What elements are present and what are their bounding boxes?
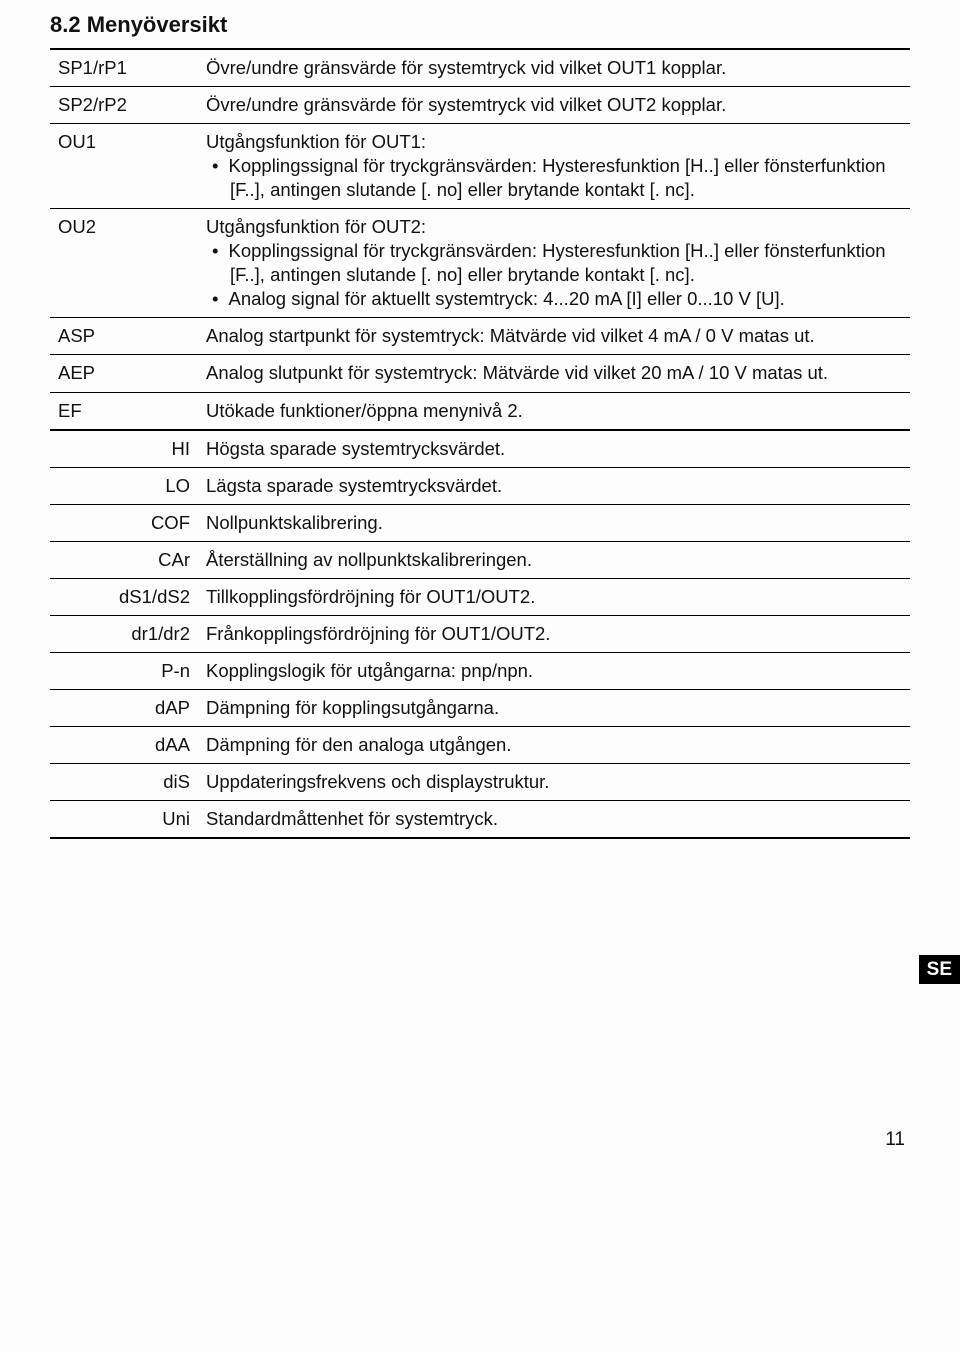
table-row: dAPDämpning för kopplingsutgångarna. (50, 689, 910, 726)
table-row: SP1/rP1Övre/undre gränsvärde för systemt… (50, 49, 910, 87)
row-label: LO (50, 467, 198, 504)
row-description: Högsta sparade systemtrycksvärdet. (198, 430, 910, 468)
bullet-list: Kopplingssignal för tryckgränsvärden: Hy… (206, 154, 902, 202)
bullet-list: Kopplingssignal för tryckgränsvärden: Hy… (206, 239, 902, 311)
row-label: OU1 (50, 124, 198, 209)
table-row: LOLägsta sparade systemtrycksvärdet. (50, 467, 910, 504)
table-row: EFUtökade funktioner/öppna menynivå 2. (50, 392, 910, 430)
row-description: Standardmåttenhet för systemtryck. (198, 801, 910, 839)
table-row: AEPAnalog slutpunkt för systemtryck: Mät… (50, 355, 910, 392)
table-row: P-nKopplingslogik för utgångarna: pnp/np… (50, 652, 910, 689)
row-label: Uni (50, 801, 198, 839)
table-row: HIHögsta sparade systemtrycksvärdet. (50, 430, 910, 468)
row-description: Analog slutpunkt för systemtryck: Mätvär… (198, 355, 910, 392)
row-label: OU2 (50, 209, 198, 318)
bullet-item: Kopplingssignal för tryckgränsvärden: Hy… (230, 239, 902, 287)
row-label: CAr (50, 541, 198, 578)
row-label: EF (50, 392, 198, 430)
menu-table: SP1/rP1Övre/undre gränsvärde för systemt… (50, 48, 910, 839)
row-label: dAP (50, 689, 198, 726)
section-heading: 8.2 Menyöversikt (50, 12, 910, 38)
table-row: diSUppdateringsfrekvens och displaystruk… (50, 763, 910, 800)
table-row: OU2Utgångsfunktion för OUT2:Kopplingssig… (50, 209, 910, 318)
row-description: Utgångsfunktion för OUT1:Kopplingssignal… (198, 124, 910, 209)
row-label: P-n (50, 652, 198, 689)
row-description: Uppdateringsfrekvens och displaystruktur… (198, 763, 910, 800)
row-description: Kopplingslogik för utgångarna: pnp/npn. (198, 652, 910, 689)
page-number: 11 (0, 1129, 960, 1151)
row-label: dAA (50, 726, 198, 763)
table-row: ASPAnalog startpunkt för systemtryck: Mä… (50, 318, 910, 355)
row-label: HI (50, 430, 198, 468)
row-description: Lägsta sparade systemtrycksvärdet. (198, 467, 910, 504)
row-description: Återställning av nollpunktskalibreringen… (198, 541, 910, 578)
table-row: dS1/dS2Tillkopplingsfördröjning för OUT1… (50, 578, 910, 615)
row-label: SP1/rP1 (50, 49, 198, 87)
row-label: dr1/dr2 (50, 615, 198, 652)
row-description: Dämpning för den analoga utgången. (198, 726, 910, 763)
row-description: Utgångsfunktion för OUT2:Kopplingssignal… (198, 209, 910, 318)
bullet-item: Kopplingssignal för tryckgränsvärden: Hy… (230, 154, 902, 202)
row-description: Dämpning för kopplingsutgångarna. (198, 689, 910, 726)
table-row: COFNollpunktskalibrering. (50, 504, 910, 541)
table-row: UniStandardmåttenhet för systemtryck. (50, 801, 910, 839)
row-label: COF (50, 504, 198, 541)
table-row: dr1/dr2Frånkopplingsfördröjning för OUT1… (50, 615, 910, 652)
table-row: SP2/rP2Övre/undre gränsvärde för systemt… (50, 87, 910, 124)
row-description: Frånkopplingsfördröjning för OUT1/OUT2. (198, 615, 910, 652)
table-row: CArÅterställning av nollpunktskalibrerin… (50, 541, 910, 578)
row-label: ASP (50, 318, 198, 355)
table-row: OU1Utgångsfunktion för OUT1:Kopplingssig… (50, 124, 910, 209)
row-description: Utökade funktioner/öppna menynivå 2. (198, 392, 910, 430)
row-label: dS1/dS2 (50, 578, 198, 615)
row-description: Övre/undre gränsvärde för systemtryck vi… (198, 49, 910, 87)
row-description: Analog startpunkt för systemtryck: Mätvä… (198, 318, 910, 355)
table-row: dAADämpning för den analoga utgången. (50, 726, 910, 763)
row-label: AEP (50, 355, 198, 392)
row-description: Tillkopplingsfördröjning för OUT1/OUT2. (198, 578, 910, 615)
bullet-item: Analog signal för aktuellt systemtryck: … (230, 287, 902, 311)
language-tab: SE (919, 955, 960, 984)
row-description: Övre/undre gränsvärde för systemtryck vi… (198, 87, 910, 124)
row-description: Nollpunktskalibrering. (198, 504, 910, 541)
row-label: SP2/rP2 (50, 87, 198, 124)
row-label: diS (50, 763, 198, 800)
